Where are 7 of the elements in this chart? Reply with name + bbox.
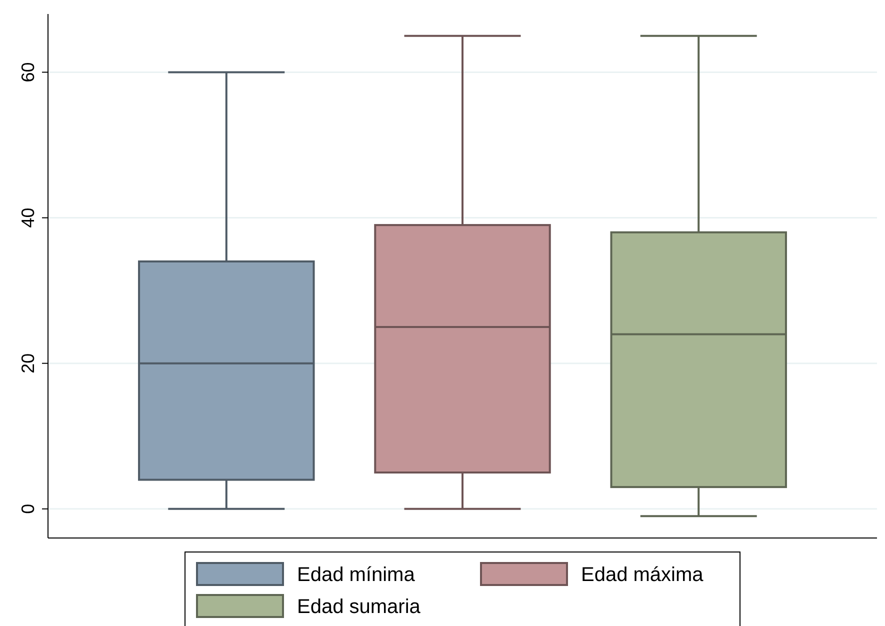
- legend-label: Edad mínima: [297, 564, 416, 586]
- y-tick-label: 20: [18, 353, 38, 374]
- y-tick-label: 0: [18, 504, 38, 514]
- legend-label: Edad máxima: [581, 564, 704, 586]
- legend-label: Edad sumaria: [297, 596, 422, 618]
- y-tick-label: 60: [18, 62, 38, 82]
- y-tick-label: 40: [18, 208, 38, 228]
